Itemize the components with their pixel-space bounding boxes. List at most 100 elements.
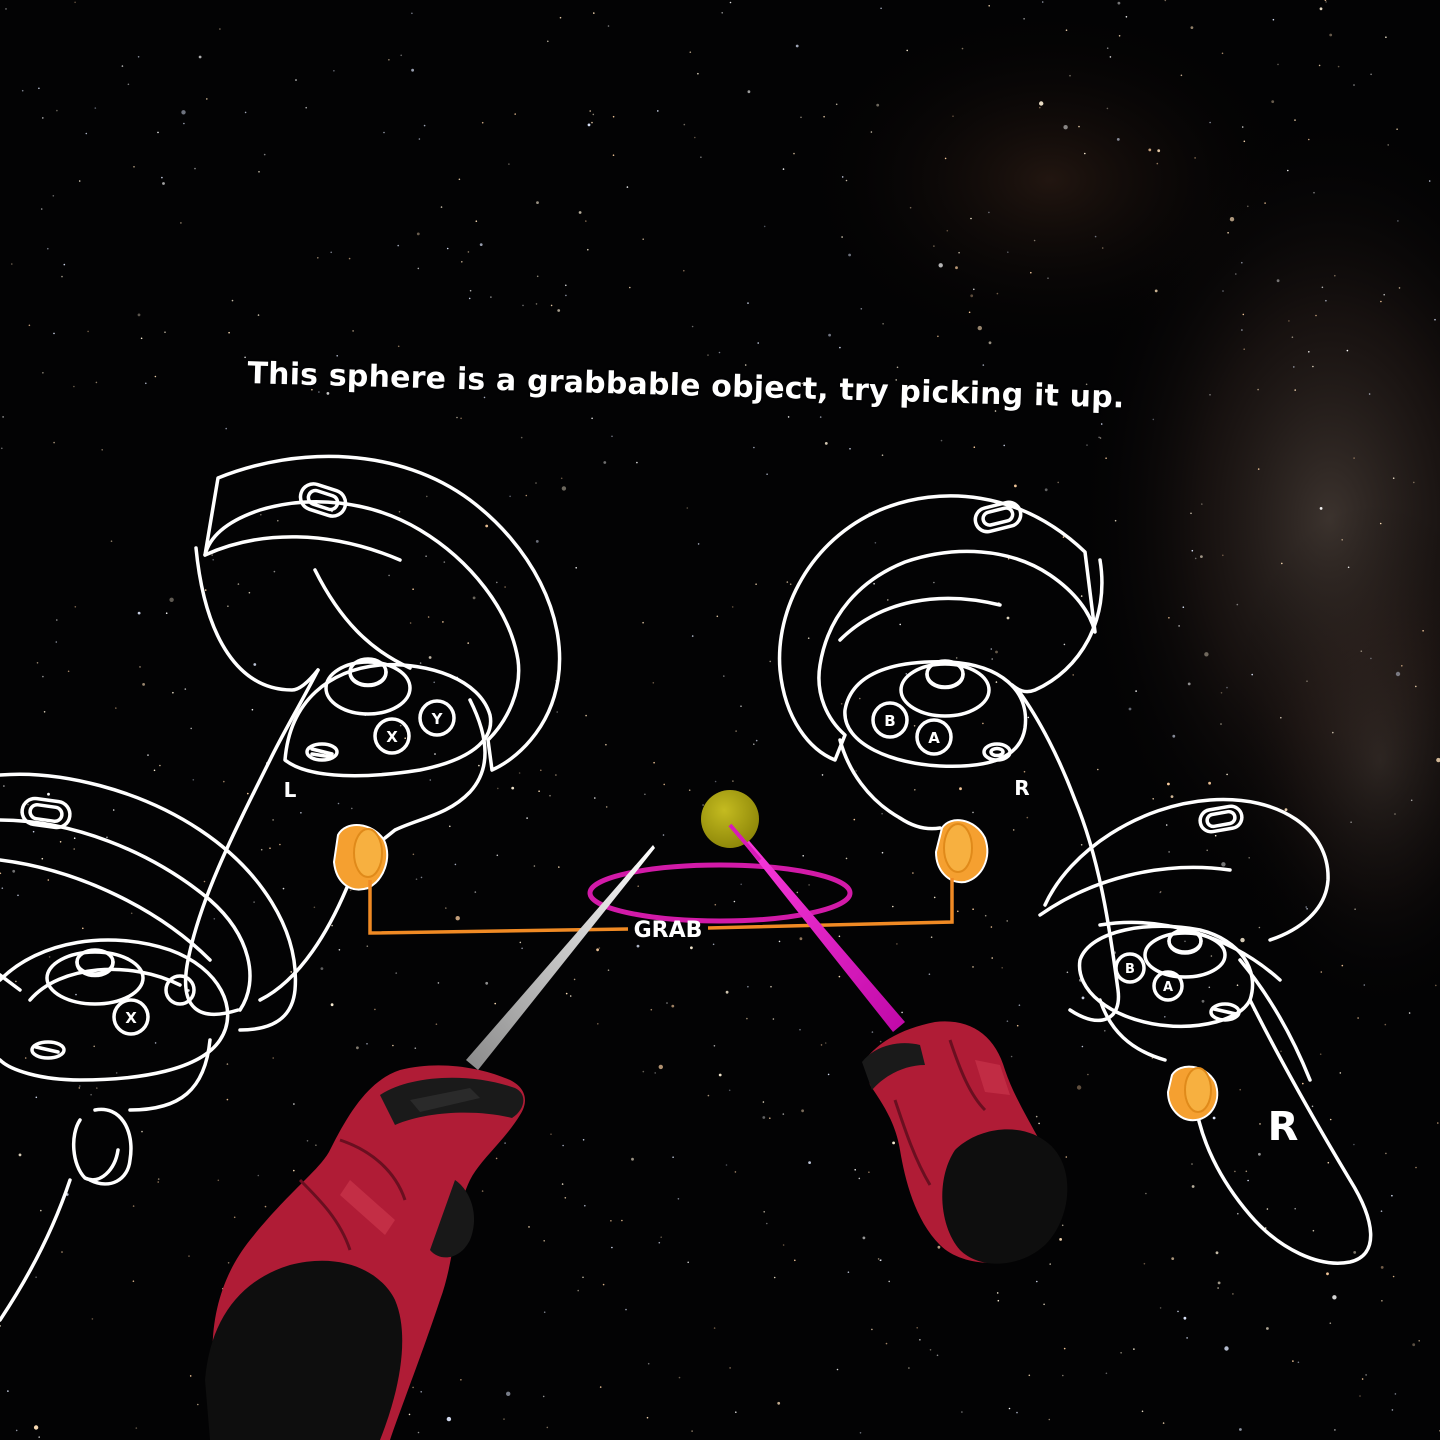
star — [11, 263, 13, 265]
star — [892, 905, 894, 908]
star — [1184, 940, 1186, 943]
star — [914, 789, 916, 791]
star — [1133, 1348, 1135, 1350]
star — [485, 524, 489, 528]
star — [625, 1308, 627, 1311]
star — [253, 663, 257, 666]
star — [348, 257, 351, 260]
star — [1311, 1105, 1314, 1108]
star — [429, 779, 432, 781]
star — [716, 615, 719, 618]
star — [733, 900, 736, 903]
star — [1229, 217, 1235, 222]
star — [789, 583, 792, 585]
star — [1214, 834, 1217, 837]
star — [663, 377, 666, 380]
star — [277, 519, 279, 522]
left-near-x-button[interactable] — [112, 998, 150, 1036]
left-y-button[interactable] — [418, 699, 456, 737]
star — [1226, 686, 1228, 689]
star — [223, 780, 225, 783]
star — [317, 257, 319, 259]
left-near-x-label: X — [125, 1009, 137, 1027]
star — [1190, 512, 1192, 515]
star — [828, 333, 831, 337]
star — [1313, 191, 1315, 194]
star — [145, 382, 147, 385]
star — [1353, 1143, 1355, 1146]
star — [115, 707, 117, 709]
star — [1221, 862, 1226, 867]
star — [169, 597, 174, 602]
star — [1081, 996, 1085, 1000]
star — [973, 288, 975, 291]
star — [1324, 0, 1327, 1]
star — [713, 1045, 716, 1047]
star — [1379, 522, 1382, 525]
star — [1360, 650, 1363, 652]
star — [691, 325, 694, 328]
star — [1076, 1085, 1082, 1090]
star — [755, 739, 758, 742]
star — [1422, 630, 1424, 632]
right-near-b-button[interactable] — [1114, 952, 1146, 984]
star — [272, 819, 274, 821]
star — [460, 417, 462, 420]
star — [409, 622, 412, 624]
star — [782, 1244, 785, 1246]
star — [972, 908, 974, 910]
star — [1014, 484, 1017, 488]
star — [540, 769, 542, 772]
oculus-home-icon[interactable] — [982, 742, 1012, 762]
star — [397, 345, 400, 348]
star — [1434, 318, 1436, 321]
star — [1226, 773, 1228, 776]
grab-ring — [587, 862, 853, 924]
star — [440, 206, 443, 208]
star — [110, 540, 113, 542]
star — [1099, 437, 1102, 439]
star — [135, 1427, 138, 1429]
right-a-button[interactable] — [915, 718, 953, 756]
star — [1026, 816, 1029, 819]
star — [1380, 1210, 1383, 1212]
star — [732, 780, 734, 782]
star — [1359, 1395, 1361, 1397]
star — [535, 540, 539, 543]
star — [1048, 1418, 1051, 1421]
star — [40, 208, 43, 210]
star — [1334, 274, 1336, 277]
star — [1104, 1030, 1106, 1032]
star — [414, 1047, 417, 1049]
right-b-button[interactable] — [871, 701, 909, 739]
star — [478, 764, 480, 767]
menu-icon[interactable] — [305, 742, 339, 762]
star — [689, 929, 692, 931]
star — [94, 107, 97, 109]
star — [543, 1240, 545, 1242]
star — [592, 113, 595, 116]
right-near-a-button[interactable] — [1152, 970, 1184, 1002]
star — [272, 1057, 275, 1059]
star — [1186, 1337, 1188, 1339]
star — [589, 110, 591, 112]
star — [203, 880, 206, 883]
star — [1023, 18, 1025, 20]
star — [521, 947, 523, 950]
star — [412, 1386, 414, 1389]
star — [796, 891, 799, 894]
star — [1394, 813, 1396, 815]
left-x-button[interactable] — [373, 717, 411, 755]
star — [860, 308, 863, 310]
star — [313, 906, 316, 909]
star — [18, 1153, 22, 1157]
star — [495, 1157, 498, 1160]
sphere-icon[interactable] — [701, 790, 759, 848]
star — [662, 834, 665, 836]
star — [626, 186, 629, 188]
right-b-label: B — [884, 712, 895, 730]
star — [61, 275, 63, 278]
star — [127, 83, 130, 86]
star — [873, 583, 875, 585]
star — [184, 688, 187, 690]
